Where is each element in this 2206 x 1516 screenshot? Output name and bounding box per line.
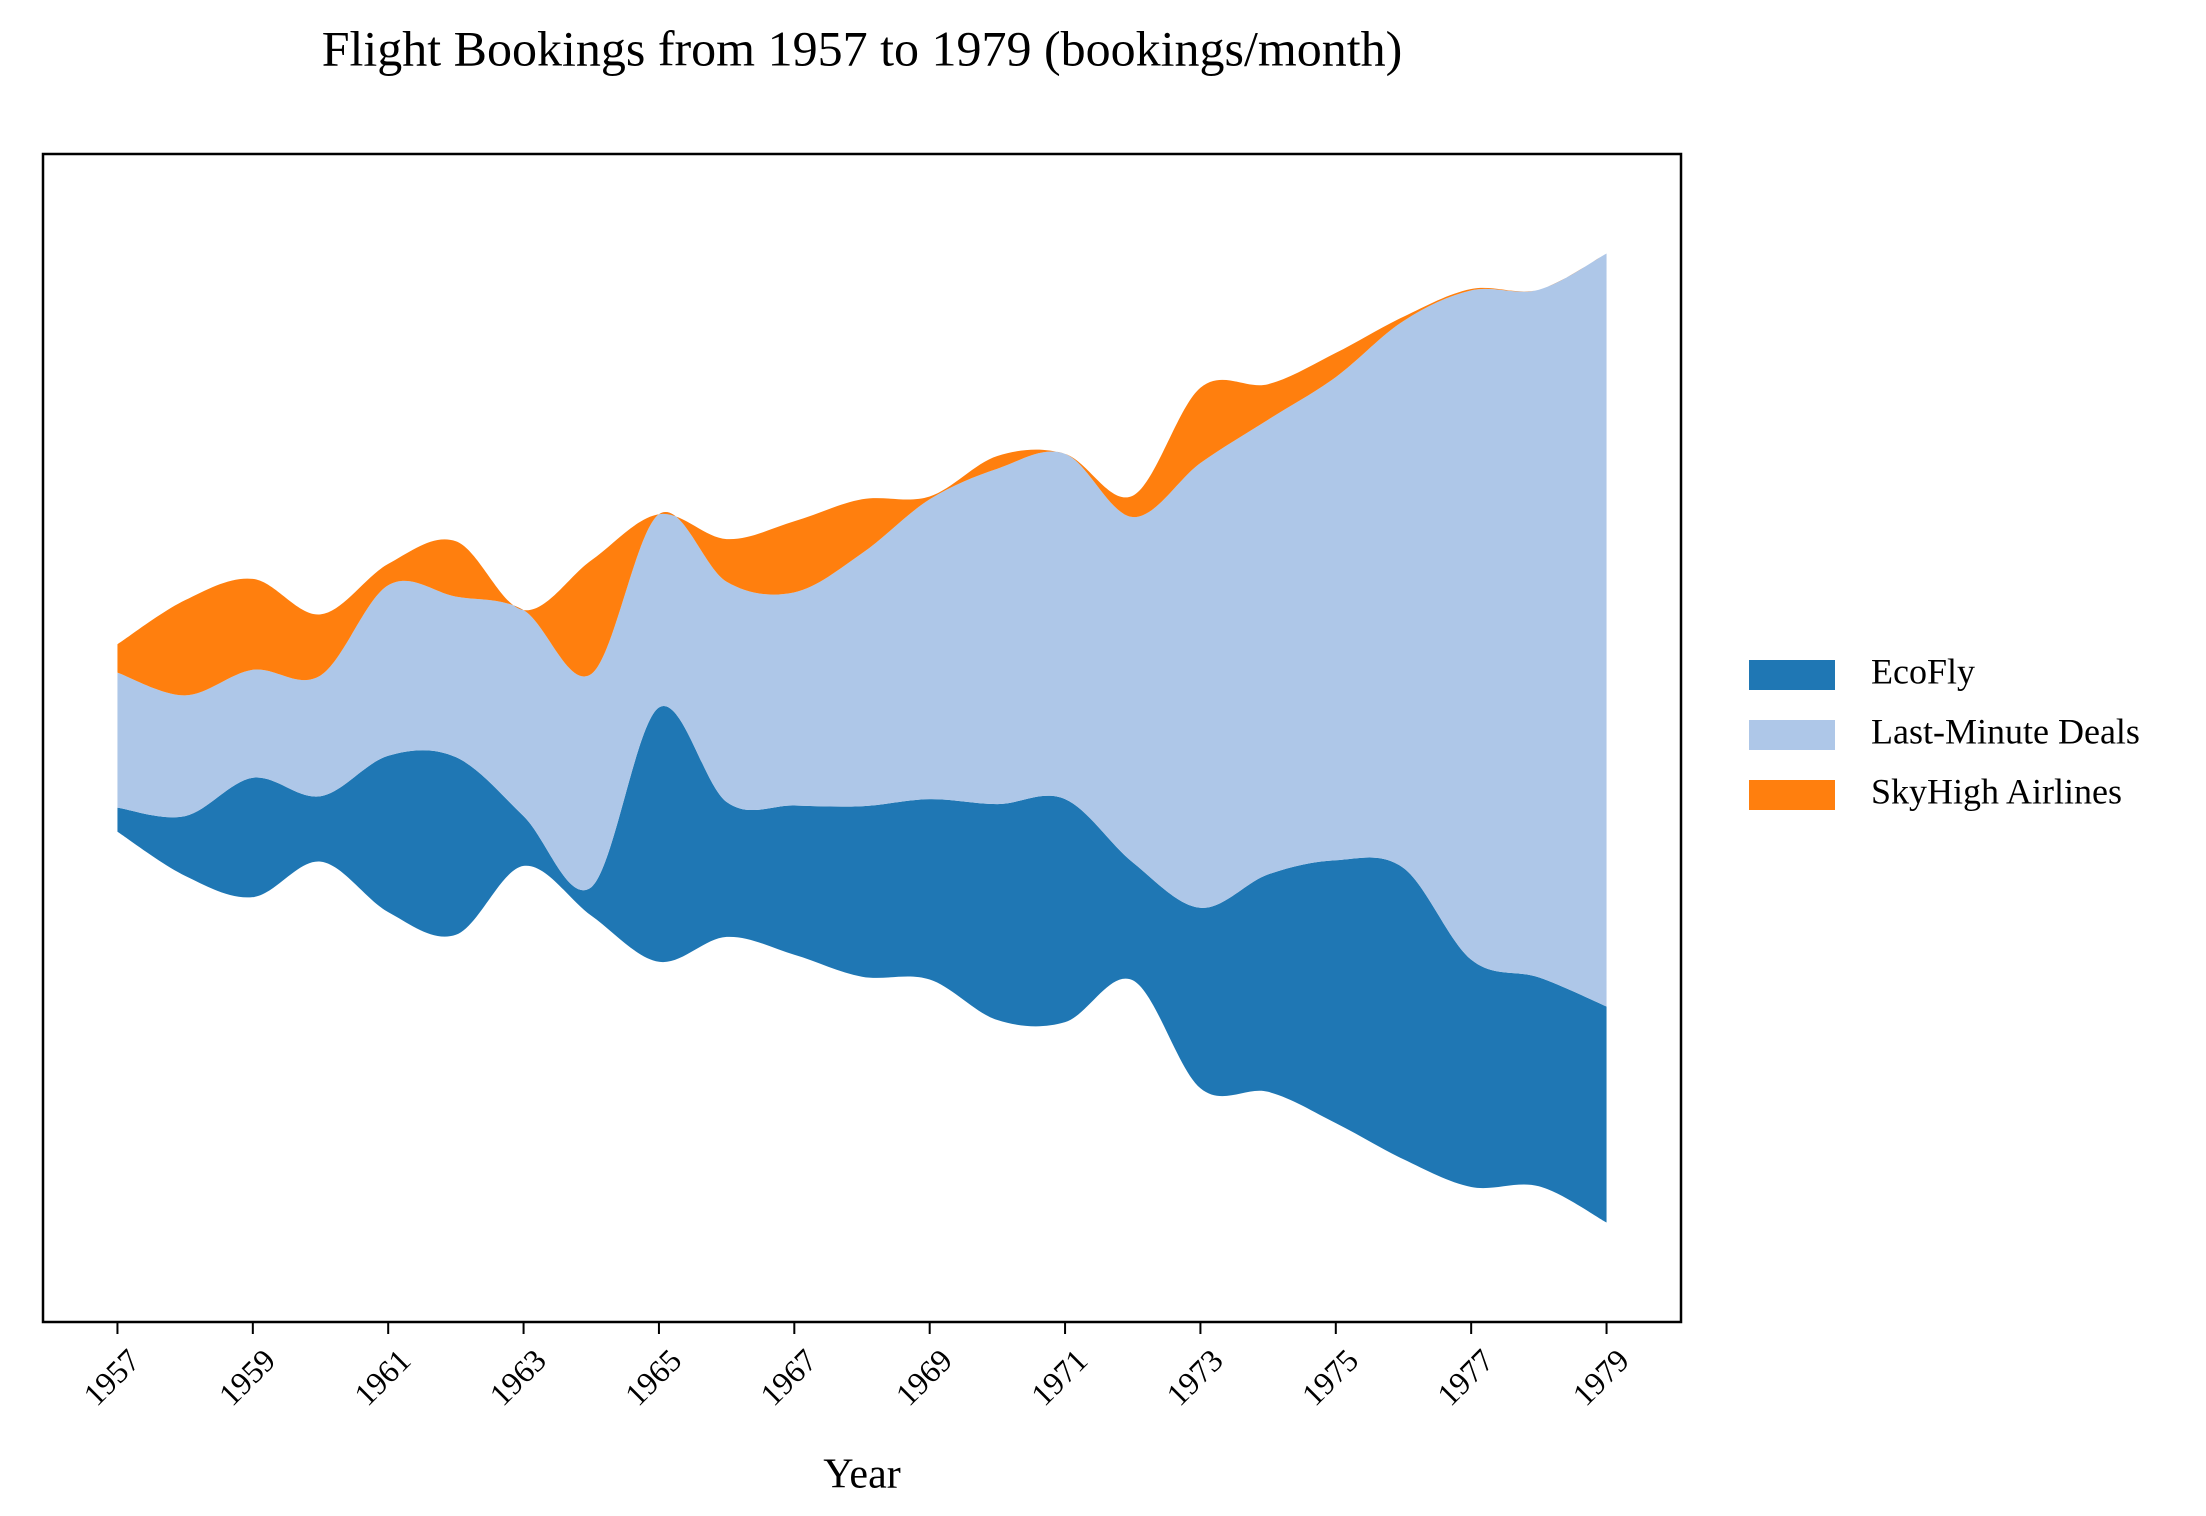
legend-swatch bbox=[1749, 780, 1835, 810]
x-tick-label: 1959 bbox=[211, 1342, 282, 1413]
x-tick-label: 1979 bbox=[1565, 1342, 1636, 1413]
legend-swatch bbox=[1749, 660, 1835, 690]
x-tick-label: 1967 bbox=[753, 1342, 824, 1413]
x-tick-label: 1973 bbox=[1159, 1342, 1230, 1413]
x-tick-label: 1977 bbox=[1430, 1342, 1501, 1413]
legend-label: EcoFly bbox=[1871, 651, 1975, 691]
x-axis-label: Year bbox=[823, 1452, 900, 1498]
chart-title: Flight Bookings from 1957 to 1979 (booki… bbox=[322, 20, 1403, 76]
x-tick-label: 1957 bbox=[76, 1342, 147, 1413]
legend-swatch bbox=[1749, 720, 1835, 750]
x-tick-label: 1975 bbox=[1294, 1342, 1365, 1413]
legend-label: Last-Minute Deals bbox=[1871, 711, 2140, 751]
x-tick-label: 1965 bbox=[618, 1342, 689, 1413]
legend-label: SkyHigh Airlines bbox=[1871, 771, 2122, 811]
stream-layer bbox=[117, 253, 1607, 696]
x-tick-label: 1961 bbox=[347, 1342, 418, 1413]
x-tick-label: 1969 bbox=[888, 1342, 959, 1413]
plot-frame bbox=[41, 152, 1683, 1324]
x-tick-label: 1963 bbox=[482, 1342, 553, 1413]
x-tick-label: 1971 bbox=[1024, 1342, 1095, 1413]
stream-layer bbox=[117, 705, 1607, 1223]
stream-layer bbox=[117, 253, 1607, 1007]
